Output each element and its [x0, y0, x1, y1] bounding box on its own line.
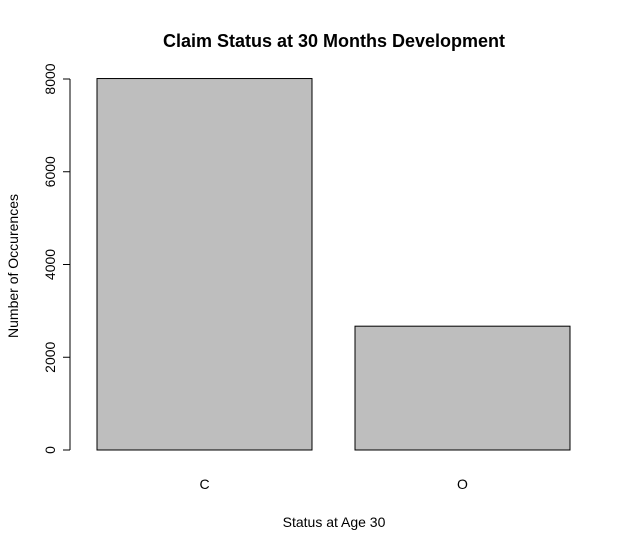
chart-title: Claim Status at 30 Months Development	[163, 31, 505, 51]
y-tick-label-8000: 8000	[42, 63, 58, 94]
bar-c	[96, 78, 313, 451]
y-axis: 0 2000 4000 6000 8000	[42, 63, 71, 454]
bars-group	[96, 78, 571, 451]
x-axis-label: Status at Age 30	[283, 514, 386, 530]
y-tick-label-4000: 4000	[42, 249, 58, 280]
y-tick-label-6000: 6000	[42, 156, 58, 187]
y-axis-label: Number of Occurences	[5, 194, 21, 338]
y-tick-label-0: 0	[42, 446, 58, 454]
x-tick-label-c: C	[199, 476, 209, 492]
x-tick-label-o: O	[457, 476, 468, 492]
bar-o	[354, 325, 571, 451]
y-tick-label-2000: 2000	[42, 341, 58, 372]
